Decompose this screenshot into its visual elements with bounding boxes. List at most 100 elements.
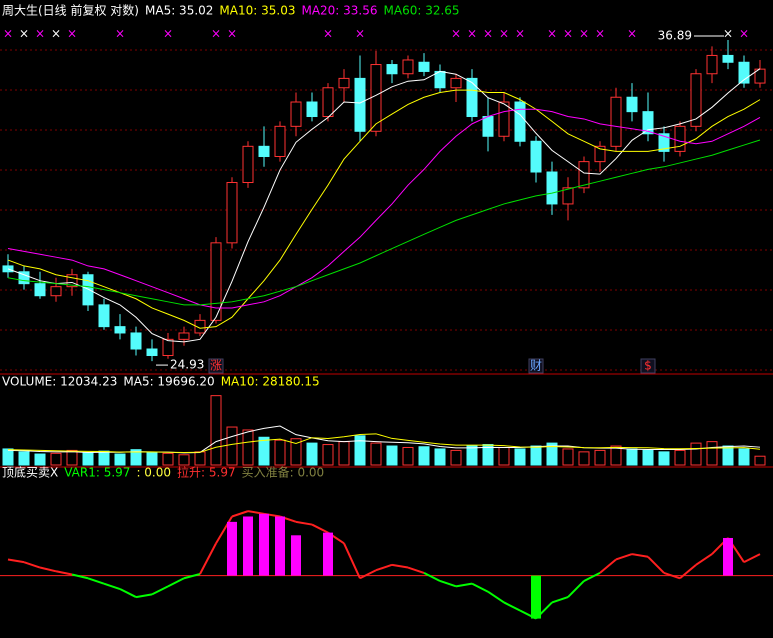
- indicator-line: [743, 553, 761, 564]
- volume-bar: [626, 448, 638, 466]
- candle-body: [354, 77, 366, 132]
- candle-body: [18, 271, 30, 285]
- ma-line: [7, 89, 761, 329]
- candle-body: [674, 125, 686, 152]
- candle-body: [338, 77, 350, 89]
- legend-entry: MA60: 32.65: [384, 4, 460, 18]
- indicator-line: [423, 572, 441, 582]
- candle-body: [258, 145, 270, 157]
- volume-bar: [418, 446, 430, 466]
- volume-bar: [530, 445, 542, 466]
- signal-marker: ×: [723, 27, 733, 41]
- volume-bar: [594, 449, 606, 466]
- indicator-bar: [243, 516, 253, 576]
- event-label: 财: [530, 359, 542, 373]
- indicator-line: [87, 577, 105, 585]
- volume-bar: [514, 448, 526, 466]
- candle-body: [434, 70, 446, 89]
- volume-bar: [690, 442, 702, 466]
- volume-bar: [562, 448, 574, 466]
- indicator-line: [503, 601, 521, 612]
- signal-marker: ×: [579, 27, 589, 41]
- volume-bar: [674, 449, 686, 466]
- event-box: [208, 358, 224, 374]
- volume-bar: [402, 446, 414, 466]
- candle-body: [130, 332, 142, 350]
- signal-marker: ×: [355, 27, 365, 41]
- candle-body: [306, 101, 318, 118]
- indicator-line: [631, 553, 649, 558]
- signal-marker: ×: [483, 27, 493, 41]
- volume-bar: [66, 449, 78, 466]
- candle-body: [418, 61, 430, 72]
- candle-body: [482, 116, 494, 137]
- indicator-line: [183, 573, 201, 580]
- event-box: [528, 358, 544, 374]
- volume-bar: [258, 436, 270, 466]
- volume-bar: [658, 451, 670, 466]
- candle-body: [98, 304, 110, 328]
- candle-body: [642, 111, 654, 135]
- volume-bar: [322, 444, 334, 466]
- candle-body: [290, 101, 302, 127]
- candle-body: [466, 77, 478, 118]
- volume-bar: [194, 451, 206, 466]
- indicator-line: [679, 564, 697, 580]
- signal-marker: ×: [35, 27, 45, 41]
- volume-bar: [546, 442, 558, 466]
- candle-body: [546, 171, 558, 205]
- candle-body: [226, 182, 238, 244]
- candle-body: [82, 274, 94, 306]
- signal-marker: ×: [323, 27, 333, 41]
- indicator-line: [55, 570, 73, 576]
- volume-bar: [50, 452, 62, 466]
- event-label: 涨: [210, 358, 222, 373]
- volume-bar: [114, 453, 126, 466]
- candle-body: [722, 54, 734, 63]
- candle-body: [578, 161, 590, 189]
- signal-marker: ×: [627, 27, 637, 41]
- indicator-line: [103, 582, 121, 590]
- indicator-line: [119, 588, 137, 598]
- volume-bar: [2, 448, 14, 466]
- candle-body: [690, 73, 702, 127]
- volume-bar: [290, 438, 302, 466]
- indicator-line: [151, 585, 169, 596]
- legend-entry: 拉升: 5.97: [177, 465, 236, 480]
- candle-body: [530, 140, 542, 173]
- indicator-line: [551, 596, 569, 604]
- candle-body: [498, 101, 510, 137]
- indicator-line: [599, 558, 617, 574]
- volume-bar: [610, 445, 622, 466]
- indicator-line: [23, 561, 41, 569]
- volume-bar: [706, 441, 718, 466]
- volume-bar: [578, 451, 590, 466]
- candle-body: [146, 348, 158, 357]
- panel-title: 顶底买卖X: [2, 465, 58, 480]
- candle-body: [50, 286, 62, 297]
- indicator-bar: [227, 521, 237, 576]
- volume-bar: [146, 452, 158, 466]
- indicator-line: [695, 553, 713, 566]
- indicator-line: [167, 577, 185, 588]
- volume-bar: [130, 449, 142, 466]
- ma-line: [7, 68, 761, 343]
- indicator-line: [439, 580, 457, 588]
- panel-title: VOLUME: 12034.23: [2, 375, 117, 389]
- indicator-line: [135, 593, 153, 599]
- signal-marker: ×: [115, 27, 125, 41]
- indicator-bar: [259, 513, 269, 576]
- candle-body: [658, 133, 670, 152]
- volume-bar: [482, 444, 494, 466]
- indicator-line: [231, 510, 249, 518]
- ma-line: [7, 139, 761, 306]
- volume-bar: [354, 435, 366, 466]
- event-box: [640, 358, 656, 374]
- candle-body: [450, 77, 462, 89]
- indicator-line: [455, 582, 473, 588]
- annotation-label: 24.93: [170, 358, 204, 372]
- volume-ma-line: [7, 425, 761, 454]
- candle-body: [386, 64, 398, 75]
- signal-marker: ×: [3, 27, 13, 41]
- legend-entry: MA5: 19696.20: [123, 375, 214, 389]
